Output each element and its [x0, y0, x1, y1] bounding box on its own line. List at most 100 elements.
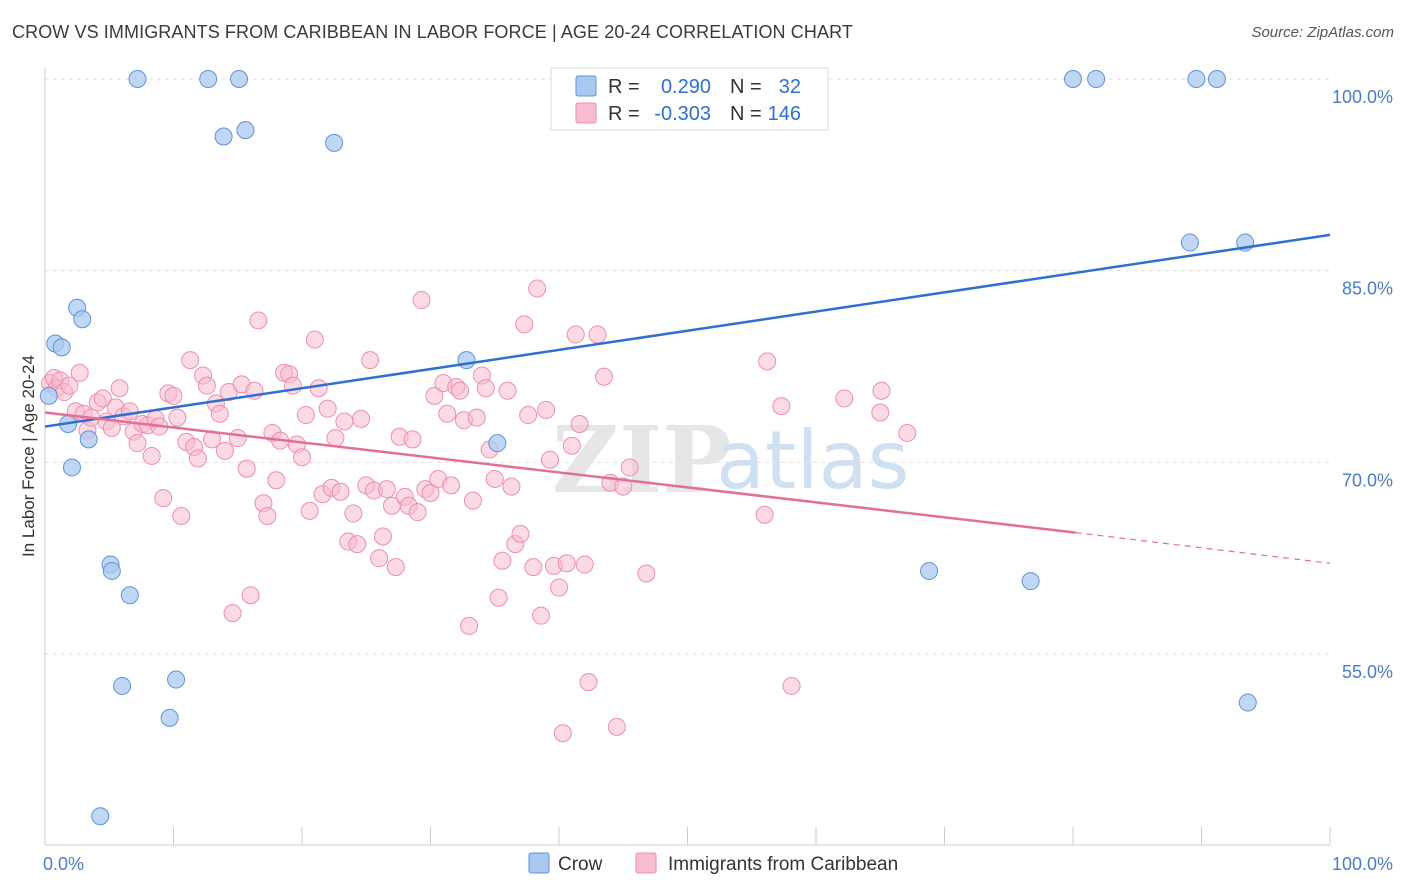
data-point-caribbean: [300, 501, 319, 520]
data-point-caribbean: [528, 279, 547, 298]
data-point-caribbean: [614, 477, 633, 496]
data-point-caribbean: [498, 381, 517, 400]
chart-source: Source: ZipAtlas.com: [1251, 24, 1394, 41]
data-point-caribbean: [318, 399, 337, 418]
data-point-caribbean: [460, 616, 479, 635]
data-point-crow: [1187, 70, 1206, 88]
data-point-caribbean: [425, 386, 444, 405]
data-point-caribbean: [168, 408, 187, 427]
data-point-crow: [120, 586, 139, 605]
data-point-caribbean: [309, 379, 328, 398]
data-point-caribbean: [60, 376, 79, 395]
bottom-legend: Crow Immigrants from Caribbean: [528, 852, 898, 875]
data-point-crow: [214, 127, 233, 146]
x-tick-labels: 0.0% 100.0%: [43, 854, 1393, 874]
data-point-caribbean: [579, 673, 598, 692]
data-point-caribbean: [412, 291, 431, 310]
legend-n-value: 146: [768, 103, 801, 125]
data-point-caribbean: [110, 379, 129, 398]
data-point-caribbean: [267, 471, 286, 490]
data-point-caribbean: [223, 604, 242, 623]
trend-lines: [44, 233, 1331, 564]
data-point-caribbean: [607, 717, 626, 736]
data-point-caribbean: [438, 404, 457, 423]
data-point-crow: [488, 434, 507, 453]
data-point-caribbean: [511, 524, 530, 543]
x-tick-label: 0.0%: [43, 854, 84, 874]
legend-r-label: R =: [608, 103, 640, 125]
data-point-caribbean: [566, 325, 585, 344]
data-point-caribbean: [403, 430, 422, 449]
data-point-crow: [1087, 70, 1106, 88]
data-point-crow: [230, 70, 249, 88]
data-point-caribbean: [467, 408, 486, 427]
data-point-caribbean: [93, 389, 112, 408]
data-point-caribbean: [210, 404, 229, 423]
data-point-caribbean: [215, 441, 234, 460]
trend-line-caribbean: [44, 411, 1076, 534]
data-point-crow: [457, 351, 476, 370]
data-point-caribbean: [228, 429, 247, 448]
data-point-caribbean: [755, 505, 774, 524]
data-point-crow: [1180, 233, 1199, 252]
data-point-caribbean: [352, 409, 371, 428]
data-point-caribbean: [782, 676, 801, 695]
data-point-caribbean: [871, 403, 890, 422]
data-point-crow: [52, 338, 71, 357]
data-point-caribbean: [258, 507, 277, 525]
y-tick-labels: 55.0% 70.0% 85.0% 100.0%: [1332, 87, 1393, 682]
data-point-caribbean: [70, 363, 89, 382]
y-tick-label: 70.0%: [1342, 470, 1393, 490]
data-point-caribbean: [386, 558, 405, 577]
data-point-crow: [73, 310, 92, 329]
gridlines: [45, 78, 1330, 655]
data-point-caribbean: [620, 458, 639, 477]
data-point-caribbean: [335, 412, 354, 431]
data-point-caribbean: [553, 724, 572, 743]
data-point-caribbean: [361, 351, 380, 370]
data-point-crow: [62, 458, 81, 477]
data-point-caribbean: [172, 507, 191, 525]
data-point-caribbean: [331, 482, 350, 501]
data-point-caribbean: [377, 480, 396, 499]
data-point-caribbean: [451, 381, 470, 400]
data-point-caribbean: [594, 367, 613, 386]
data-point-caribbean: [872, 381, 891, 400]
series-crow-points: [39, 70, 1257, 826]
data-point-caribbean: [541, 450, 560, 469]
bottom-legend-swatch-crow: [528, 852, 550, 874]
legend-box: [550, 67, 829, 131]
y-tick-label: 55.0%: [1342, 662, 1393, 682]
data-point-caribbean: [373, 527, 392, 546]
data-point-caribbean: [293, 448, 311, 467]
data-point-caribbean: [237, 459, 256, 478]
trend-line-caribbean-extrapolated: [1075, 532, 1331, 564]
legend-n-label: N =: [730, 76, 762, 98]
data-point-caribbean: [241, 586, 260, 605]
y-tick-label: 100.0%: [1332, 87, 1393, 107]
data-point-crow: [91, 807, 110, 826]
data-point-crow: [920, 561, 939, 580]
data-point-caribbean: [188, 449, 207, 468]
data-point-caribbean: [570, 415, 589, 433]
legend-r-value: -0.303: [654, 103, 711, 125]
legend-r-label: R =: [608, 76, 640, 98]
data-point-crow: [1021, 572, 1040, 591]
data-point-caribbean: [181, 351, 200, 370]
x-tick-label: 100.0%: [1332, 854, 1393, 874]
chart-title: CROW VS IMMIGRANTS FROM CARIBBEAN IN LAB…: [12, 22, 853, 42]
data-point-caribbean: [502, 477, 521, 496]
data-point-crow: [113, 676, 132, 695]
data-point-caribbean: [489, 588, 508, 607]
data-point-caribbean: [370, 549, 389, 568]
data-point-caribbean: [898, 423, 917, 442]
series-caribbean-points: [41, 279, 917, 743]
data-point-crow: [236, 121, 255, 140]
data-point-caribbean: [537, 400, 556, 419]
legend-n-value: 32: [779, 76, 801, 98]
legend-swatch-caribbean: [575, 102, 597, 124]
data-point-caribbean: [562, 436, 581, 455]
data-point-caribbean: [835, 389, 854, 408]
data-point-caribbean: [476, 379, 495, 398]
